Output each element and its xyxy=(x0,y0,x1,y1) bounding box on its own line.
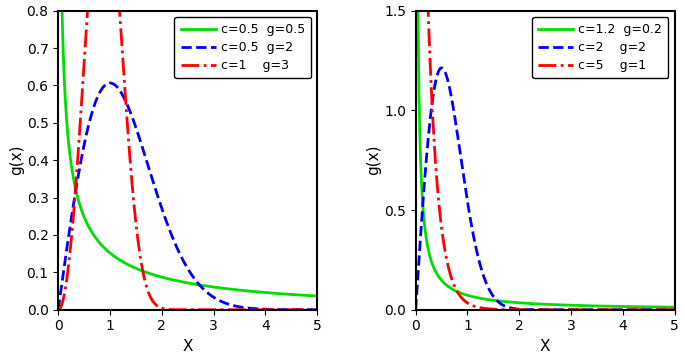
Line: c=0.5  g=0.5: c=0.5 g=0.5 xyxy=(58,0,317,296)
c=0.5  g=2 xyxy=(280,308,288,312)
c=2    g=2 xyxy=(666,308,674,312)
c=5    g=1 xyxy=(441,250,449,254)
c=1.2  g=0.2 xyxy=(456,291,464,295)
Line: c=1    g=3: c=1 g=3 xyxy=(58,0,317,310)
c=2    g=2 xyxy=(671,308,679,312)
c=1.2  g=0.2 xyxy=(666,305,674,309)
c=0.5  g=2 xyxy=(84,126,92,131)
c=1.2  g=0.2 xyxy=(522,301,530,305)
X-axis label: X: X xyxy=(540,339,551,354)
c=5    g=1 xyxy=(638,308,646,312)
c=1    g=3 xyxy=(54,308,62,312)
c=0.5  g=0.5 xyxy=(280,292,288,296)
c=5    g=1 xyxy=(666,308,674,312)
c=0.5  g=0.5 xyxy=(308,294,316,298)
c=1    g=3 xyxy=(153,304,162,308)
c=0.5  g=2 xyxy=(153,194,162,198)
c=0.5  g=0.5 xyxy=(84,223,92,227)
c=0.5  g=0.5 xyxy=(164,277,173,281)
c=2    g=2 xyxy=(638,308,646,312)
c=5    g=1 xyxy=(522,308,530,312)
Y-axis label: g(x): g(x) xyxy=(366,145,381,176)
Legend: c=1.2  g=0.2, c=2    g=2, c=5    g=1: c=1.2 g=0.2, c=2 g=2, c=5 g=1 xyxy=(532,17,669,78)
c=2    g=2 xyxy=(412,308,420,312)
Y-axis label: g(x): g(x) xyxy=(9,145,24,176)
Legend: c=0.5  g=0.5, c=0.5  g=2, c=1    g=3: c=0.5 g=0.5, c=0.5 g=2, c=1 g=3 xyxy=(174,17,311,78)
c=2    g=2 xyxy=(438,66,446,70)
c=0.5  g=2 xyxy=(313,308,321,312)
c=1    g=3 xyxy=(165,307,173,312)
c=0.5  g=2 xyxy=(308,308,316,312)
c=0.5  g=2 xyxy=(99,85,108,89)
c=2    g=2 xyxy=(511,307,519,311)
c=1.2  g=0.2 xyxy=(638,305,646,309)
Line: c=2    g=2: c=2 g=2 xyxy=(416,68,675,310)
c=5    g=1 xyxy=(456,294,464,299)
c=1    g=3 xyxy=(308,308,316,312)
c=1.2  g=0.2 xyxy=(441,282,449,286)
c=0.5  g=2 xyxy=(106,81,114,85)
X-axis label: X: X xyxy=(182,339,193,354)
c=1.2  g=0.2 xyxy=(671,305,679,309)
c=2    g=2 xyxy=(441,70,449,75)
c=0.5  g=0.5 xyxy=(99,245,108,249)
c=2    g=2 xyxy=(522,307,530,312)
c=2    g=2 xyxy=(457,155,465,159)
c=5    g=1 xyxy=(671,308,679,312)
Line: c=5    g=1: c=5 g=1 xyxy=(416,0,675,310)
c=5    g=1 xyxy=(511,308,519,312)
c=1    g=3 xyxy=(313,308,321,312)
c=1.2  g=0.2 xyxy=(511,300,519,305)
Line: c=1.2  g=0.2: c=1.2 g=0.2 xyxy=(416,0,675,307)
Line: c=0.5  g=2: c=0.5 g=2 xyxy=(58,83,317,310)
c=0.5  g=2 xyxy=(54,308,62,312)
c=0.5  g=0.5 xyxy=(153,274,162,278)
c=0.5  g=2 xyxy=(165,226,173,230)
c=1    g=3 xyxy=(84,5,92,9)
c=1    g=3 xyxy=(280,308,288,312)
c=0.5  g=0.5 xyxy=(313,294,321,298)
